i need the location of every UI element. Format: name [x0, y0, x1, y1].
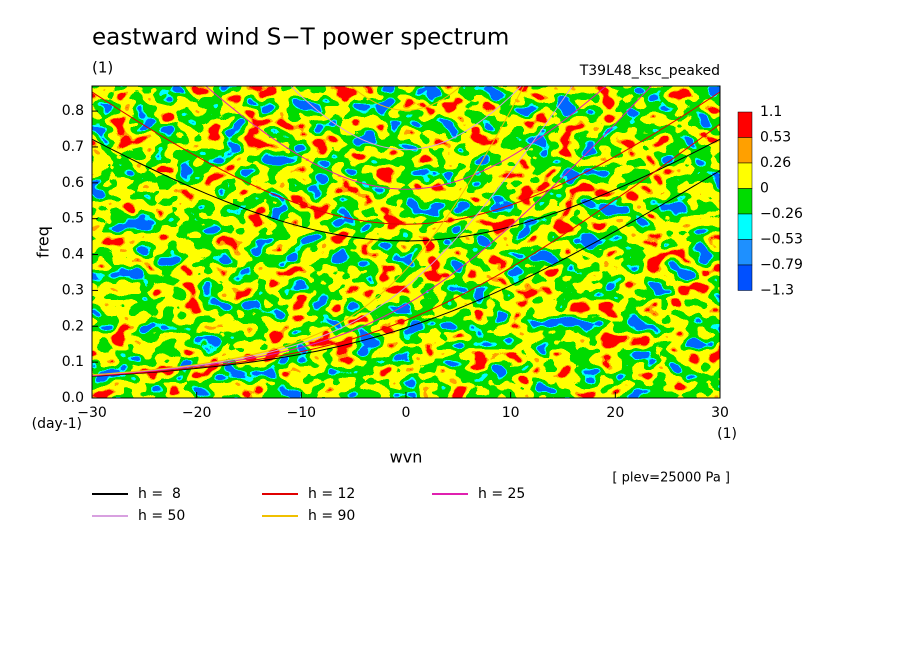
colorbar-label: −0.79	[760, 257, 803, 273]
legend-label: h = 8	[138, 486, 181, 502]
x-tick-label: 30	[711, 405, 729, 421]
y-tick-label: 0.0	[62, 390, 84, 406]
dispersion-curve	[92, 86, 573, 376]
x-tick-label: −30	[77, 405, 107, 421]
legend-label: h = 12	[308, 486, 355, 502]
colorbar-box	[737, 111, 753, 138]
dispersion-curve	[92, 86, 525, 376]
colorbar-label: −0.26	[760, 206, 803, 222]
x-tick-label: −10	[287, 405, 317, 421]
y-tick-label: 0.6	[62, 175, 84, 191]
colorbar-label: 0.53	[760, 130, 791, 146]
chart-title: eastward wind S−T power spectrum	[92, 25, 509, 51]
y-tick-label: 0.7	[62, 139, 84, 155]
dispersion-curve	[92, 138, 720, 242]
dispersion-curve	[92, 91, 720, 225]
y-tick-label: 0.1	[62, 354, 84, 370]
colorbar-label: 1.1	[760, 104, 782, 120]
y-tick-label: 0.8	[62, 103, 84, 119]
spectrum-field	[92, 86, 720, 398]
x-tick-label: 0	[402, 405, 411, 421]
y-tick-label: 0.5	[62, 211, 84, 227]
colorbar-box	[737, 264, 753, 291]
colorbar-label: −1.3	[760, 283, 794, 299]
y-tick-label: 0.2	[62, 318, 84, 334]
legend-label: h = 25	[478, 486, 525, 502]
legend-label: h = 90	[308, 508, 355, 524]
colorbar-box	[737, 188, 753, 215]
colorbar-label: 0.26	[760, 155, 791, 171]
colorbar-box	[737, 137, 753, 164]
y-tick-label: 0.3	[62, 282, 84, 298]
y-unit: (day-1)	[32, 416, 82, 432]
colorbar-box	[737, 162, 753, 189]
subtitle: (1)	[92, 59, 113, 77]
y-tick-label: 0.4	[62, 247, 84, 263]
dispersion-curve	[92, 170, 720, 377]
legend-label: h = 50	[138, 508, 185, 524]
colorbar-label: −0.53	[760, 232, 803, 248]
dispersion-curve	[289, 86, 523, 151]
dispersion-curve	[205, 86, 607, 190]
x-tick-label: −20	[182, 405, 212, 421]
colorbar-box	[737, 239, 753, 266]
colorbar-label: 0	[760, 181, 769, 197]
dispersion-curves	[92, 86, 720, 377]
dispersion-curve	[350, 86, 462, 111]
colorbar-box	[737, 213, 753, 240]
run-label: T39L48_ksc_peaked	[579, 63, 720, 79]
y-axis-label: freq	[34, 226, 53, 258]
note: [ plev=25000 Pa ]	[612, 471, 730, 486]
x-unit: (1)	[717, 426, 737, 442]
dispersion-curve	[92, 86, 653, 376]
x-tick-label: 20	[606, 405, 624, 421]
x-axis-label: wvn	[390, 448, 423, 467]
x-tick-label: 10	[502, 405, 520, 421]
dispersion-curve	[92, 123, 720, 377]
